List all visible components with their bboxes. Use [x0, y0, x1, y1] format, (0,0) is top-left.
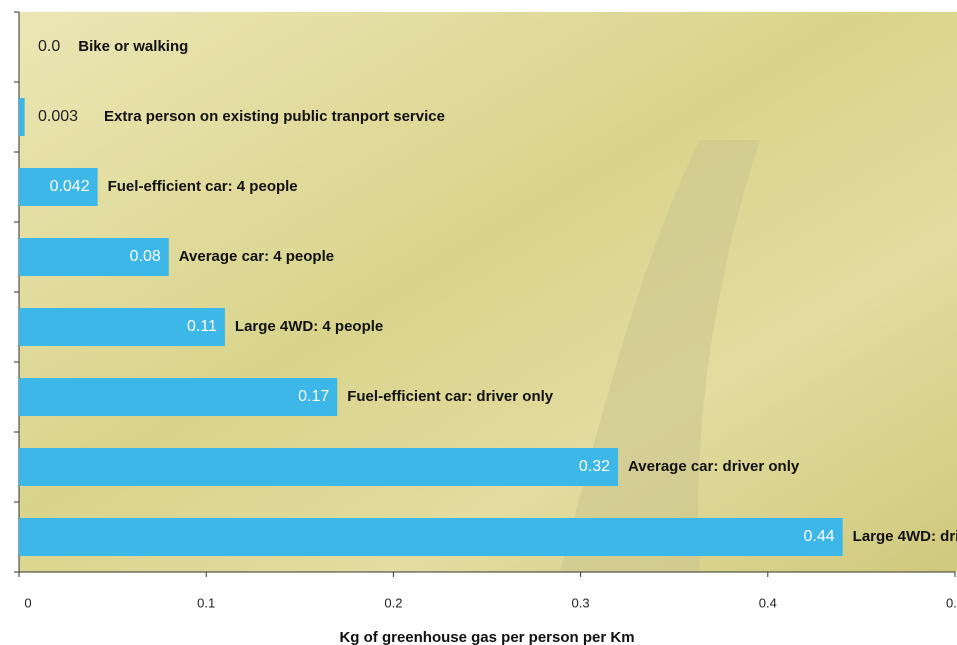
category-label: Fuel-efficient car: 4 people — [108, 178, 298, 195]
x-tick-label: 0.5 — [946, 595, 957, 610]
x-tick-label: 0 — [24, 595, 31, 610]
x-tick-label: 0.3 — [572, 595, 590, 610]
category-label: Average car: 4 people — [179, 248, 334, 265]
x-axis-label: Kg of greenhouse gas per person per Km — [339, 629, 634, 645]
category-label: Large 4WD: 4 people — [235, 318, 383, 335]
photo-backdrop — [19, 12, 957, 572]
bar — [19, 308, 225, 346]
bar — [19, 378, 338, 416]
bar — [19, 448, 619, 486]
bar — [19, 168, 98, 206]
bar — [19, 98, 25, 136]
category-label: Extra person on existing public tranport… — [104, 108, 445, 125]
category-label: Average car: driver only — [628, 458, 800, 475]
value-label: 0.44 — [804, 528, 835, 545]
value-label: 0.042 — [50, 178, 90, 195]
value-label: 0.003 — [38, 108, 78, 125]
value-label: 0.08 — [130, 248, 161, 265]
x-tick-label: 0.2 — [384, 595, 402, 610]
category-label: Fuel-efficient car: driver only — [347, 388, 554, 405]
value-label: 0.17 — [298, 388, 329, 405]
value-label: 0.0 — [38, 38, 60, 55]
value-label: 0.32 — [579, 458, 610, 475]
category-label: Bike or walking — [78, 38, 188, 55]
x-tick-label: 0.1 — [197, 595, 215, 610]
value-label: 0.11 — [187, 318, 217, 335]
bar — [19, 518, 843, 556]
bar — [19, 238, 169, 276]
category-label: Large 4WD: driver only — [853, 528, 957, 545]
x-tick-label: 0.4 — [759, 595, 777, 610]
